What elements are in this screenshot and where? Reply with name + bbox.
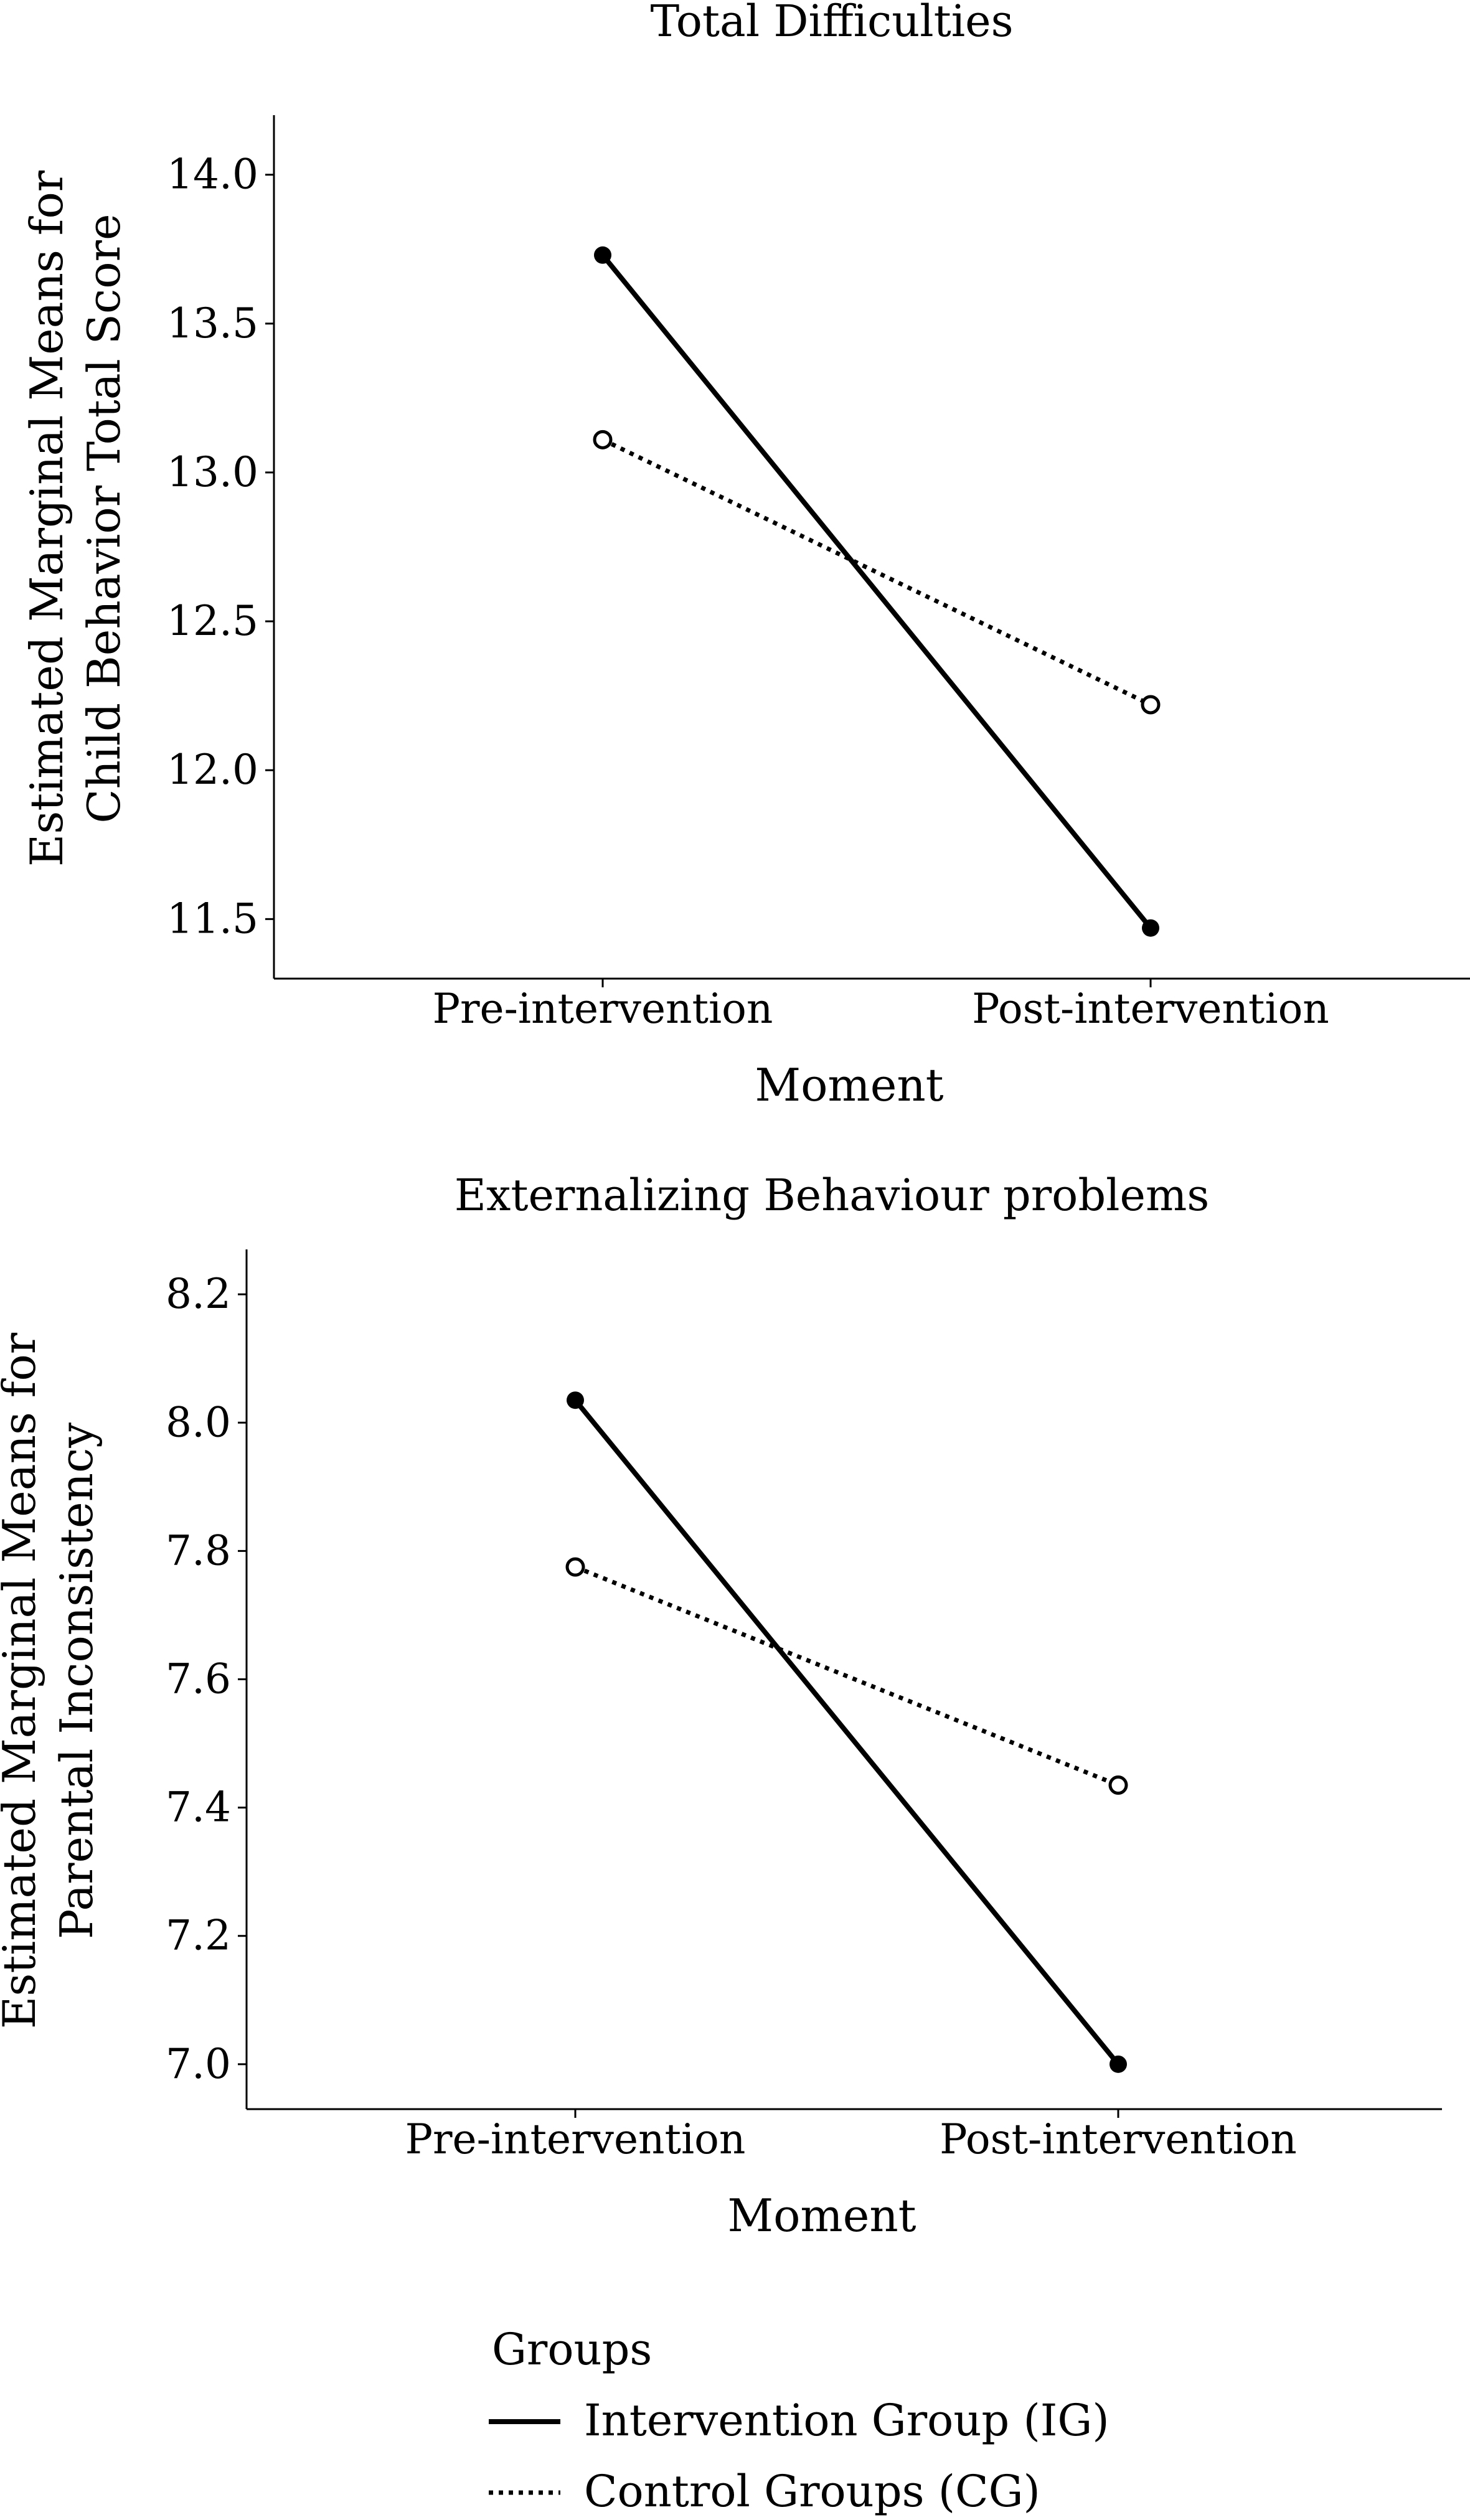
data-point-control	[1108, 1775, 1128, 1795]
y-tick-label: 8.0	[166, 1398, 231, 1446]
legend-label-intervention: Intervention Group (IG)	[584, 2395, 1110, 2446]
data-point-control	[593, 430, 613, 449]
x-tick-label: Post-intervention	[940, 2115, 1297, 2163]
data-point-control	[1141, 695, 1161, 715]
chart-externalizing-behaviour: Externalizing Behaviour problems 7.0 7.2 7.…	[0, 1170, 1442, 2242]
x-axis-label: Moment	[727, 2189, 916, 2242]
y-tick-label: 12.5	[167, 597, 258, 645]
x-tick-label: Post-intervention	[972, 985, 1329, 1033]
series-line-control	[601, 438, 1152, 707]
y-tick-label: 7.6	[166, 1655, 231, 1703]
chart-title: Externalizing Behaviour problems	[455, 1170, 1210, 1221]
x-tick-label: Pre-intervention	[405, 2115, 746, 2163]
y-tick-label: 12.0	[167, 746, 258, 794]
x-axis-label: Moment	[755, 1059, 943, 1111]
chart-total-difficulties: Total Difficulties 11.5 12.0 12.5 13.0 13.5 14…	[21, 0, 1470, 1111]
data-point-control	[565, 1557, 585, 1577]
y-tick-label: 7.2	[166, 1912, 231, 1960]
y-axis-label-line: Child Behavior Total Score	[78, 214, 130, 823]
data-point-intervention	[1142, 919, 1159, 937]
legend-title: Groups	[492, 2324, 652, 2375]
x-tick-label: Pre-intervention	[433, 985, 773, 1033]
series-line-intervention	[600, 253, 1153, 930]
y-tick-label: 7.4	[166, 1784, 231, 1831]
chart-title: Total Difficulties	[650, 0, 1013, 47]
y-tick-label: 7.8	[166, 1526, 231, 1574]
y-tick-label: 11.5	[167, 895, 258, 943]
series-line-intervention	[573, 1398, 1121, 2066]
y-tick-label: 13.5	[167, 299, 258, 347]
legend-label-control: Control Groups (CG)	[584, 2466, 1040, 2517]
data-point-intervention	[1110, 2055, 1127, 2073]
data-point-intervention	[594, 246, 611, 264]
series-line-control	[574, 1564, 1119, 1787]
y-tick-label: 13.0	[167, 448, 258, 496]
data-point-intervention	[567, 1391, 584, 1409]
y-axis-label-line: Parental Inconsistency	[50, 1422, 103, 1939]
y-axis-label-line: Estimated Marginal Means for	[21, 170, 73, 867]
y-tick-label: 8.2	[166, 1270, 231, 1318]
legend: Groups Intervention Group (IG) Control G…	[489, 2324, 1110, 2517]
y-tick-label: 14.0	[167, 151, 258, 199]
y-axis-label-line: Estimated Marginal Means for	[0, 1332, 45, 2029]
y-tick-label: 7.0	[166, 2040, 231, 2088]
